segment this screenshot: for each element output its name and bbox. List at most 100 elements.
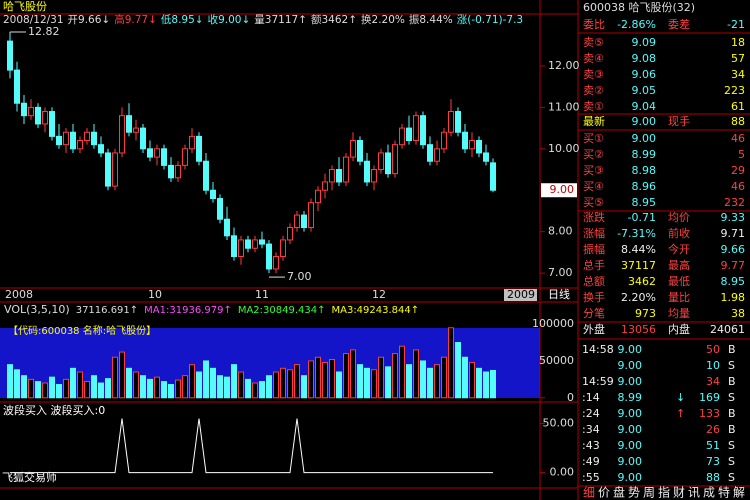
- candle-body: [91, 131, 97, 146]
- tick-side: S: [728, 455, 735, 468]
- panel-tab[interactable]: 成: [703, 486, 715, 500]
- y-tick-label: 50000: [539, 354, 574, 367]
- candle-body: [112, 152, 118, 187]
- candle-body: [28, 106, 34, 117]
- ask-label: 卖③: [583, 68, 604, 81]
- candle-body: [126, 115, 132, 133]
- tick-time: :24: [582, 407, 600, 420]
- volume-bar: [210, 367, 216, 399]
- indicator-legend: 波段买入 波段买入:0: [3, 403, 105, 417]
- ask-volume: 61: [731, 100, 745, 113]
- ask-label: 卖⑤: [583, 36, 604, 49]
- tick-side: B: [728, 343, 736, 356]
- candle-body: [259, 239, 265, 245]
- volume-bar: [476, 367, 482, 399]
- date-box: [504, 289, 537, 301]
- panel-tab[interactable]: 势: [628, 486, 640, 500]
- candle-body: [315, 189, 321, 204]
- ask-price: 9.04: [632, 100, 657, 113]
- volume-bar: [175, 379, 181, 399]
- candle-body: [147, 148, 153, 158]
- panel-tab[interactable]: 指: [658, 485, 670, 500]
- tick-time: :34: [582, 423, 600, 436]
- ask-price: 9.06: [632, 68, 657, 81]
- panel-label: 振幅: [583, 242, 605, 256]
- candle-body: [413, 115, 419, 142]
- tick-price: 9.00: [618, 343, 643, 356]
- volume-bar: [238, 371, 244, 399]
- panel-tab[interactable]: 细: [583, 486, 595, 500]
- panel-label: 前收: [668, 226, 690, 240]
- candle-body: [343, 156, 349, 183]
- volume-bar: [7, 364, 13, 399]
- volume-bar: [434, 364, 440, 399]
- candle-body: [357, 140, 363, 162]
- volume-bar: [28, 378, 34, 399]
- volume-bar: [154, 376, 160, 399]
- tick-price: 9.00: [618, 359, 643, 372]
- bid-label: 买⑤: [583, 196, 604, 209]
- candle-body: [105, 152, 111, 187]
- panel-tab[interactable]: 讯: [688, 486, 700, 500]
- candle-body: [84, 131, 90, 142]
- volume-bar: [329, 358, 335, 399]
- candle-body: [322, 181, 328, 191]
- volume-bar: [231, 364, 237, 399]
- volume-bar: [455, 342, 461, 399]
- panel-value: -21: [727, 18, 745, 31]
- vol-legend: MA2:30849.434↑: [238, 305, 326, 316]
- volume-bar: [112, 356, 118, 399]
- volume-bar: [280, 367, 286, 399]
- annotation: 12.82: [28, 25, 60, 38]
- panel-tab[interactable]: 特: [718, 485, 730, 500]
- volume-bar: [63, 378, 69, 399]
- stock-title: 哈飞股份: [3, 0, 47, 13]
- candle-body: [364, 160, 370, 183]
- panel-value: 8.44%: [621, 243, 656, 256]
- volume-bar: [105, 378, 111, 399]
- panel-value: 24061: [710, 323, 745, 336]
- volume-bar: [119, 351, 125, 399]
- tick-volume: 34: [706, 375, 720, 388]
- vol-legend: MA1:31936.979↑: [144, 305, 232, 316]
- tick-price: 9.00: [618, 375, 643, 388]
- panel-tab[interactable]: 财: [673, 486, 685, 500]
- panel-label: 分笔: [583, 306, 605, 320]
- volume-bar: [469, 361, 475, 399]
- vol-legend-0: VOL(3,5,10): [4, 303, 70, 316]
- panel-tab[interactable]: 解: [733, 486, 745, 500]
- candle-body: [434, 148, 440, 162]
- panel-value: 37117: [621, 259, 656, 272]
- panel-tab[interactable]: 价: [598, 486, 610, 500]
- candle-body: [329, 169, 335, 183]
- tick-volume: 133: [699, 407, 720, 420]
- y-tick-label: 7.00: [548, 266, 573, 279]
- quote-item: 涨(-0.71)-7.3: [457, 14, 523, 26]
- panel-tab[interactable]: 周: [643, 486, 655, 500]
- ask-price: 9.09: [632, 36, 657, 49]
- volume-bar: [168, 384, 174, 399]
- y-tick-label: 0: [567, 391, 574, 404]
- tick-volume: 88: [706, 471, 720, 484]
- volume-bar: [490, 369, 496, 399]
- candle-body: [392, 144, 398, 175]
- volume-bar: [245, 378, 251, 399]
- candle-body: [273, 256, 279, 270]
- tick-side: B: [728, 423, 736, 436]
- tick-time: :43: [582, 439, 600, 452]
- candle-body: [231, 235, 237, 258]
- panel-label: 总额: [583, 274, 605, 288]
- candle-body: [133, 127, 139, 133]
- candle-body: [469, 140, 475, 150]
- panel-tab[interactable]: 盘: [613, 485, 625, 500]
- panel-label: 涨幅: [583, 227, 605, 240]
- candle-body: [490, 162, 496, 191]
- quote-item: 换2.20%: [361, 13, 405, 26]
- candle-body: [196, 135, 202, 162]
- bid-label: 买②: [583, 148, 604, 161]
- date-label: 12: [372, 288, 386, 301]
- date-label: 10: [148, 288, 162, 301]
- candle-body: [154, 148, 160, 158]
- volume-bar: [273, 371, 279, 399]
- volume-bar: [378, 356, 384, 399]
